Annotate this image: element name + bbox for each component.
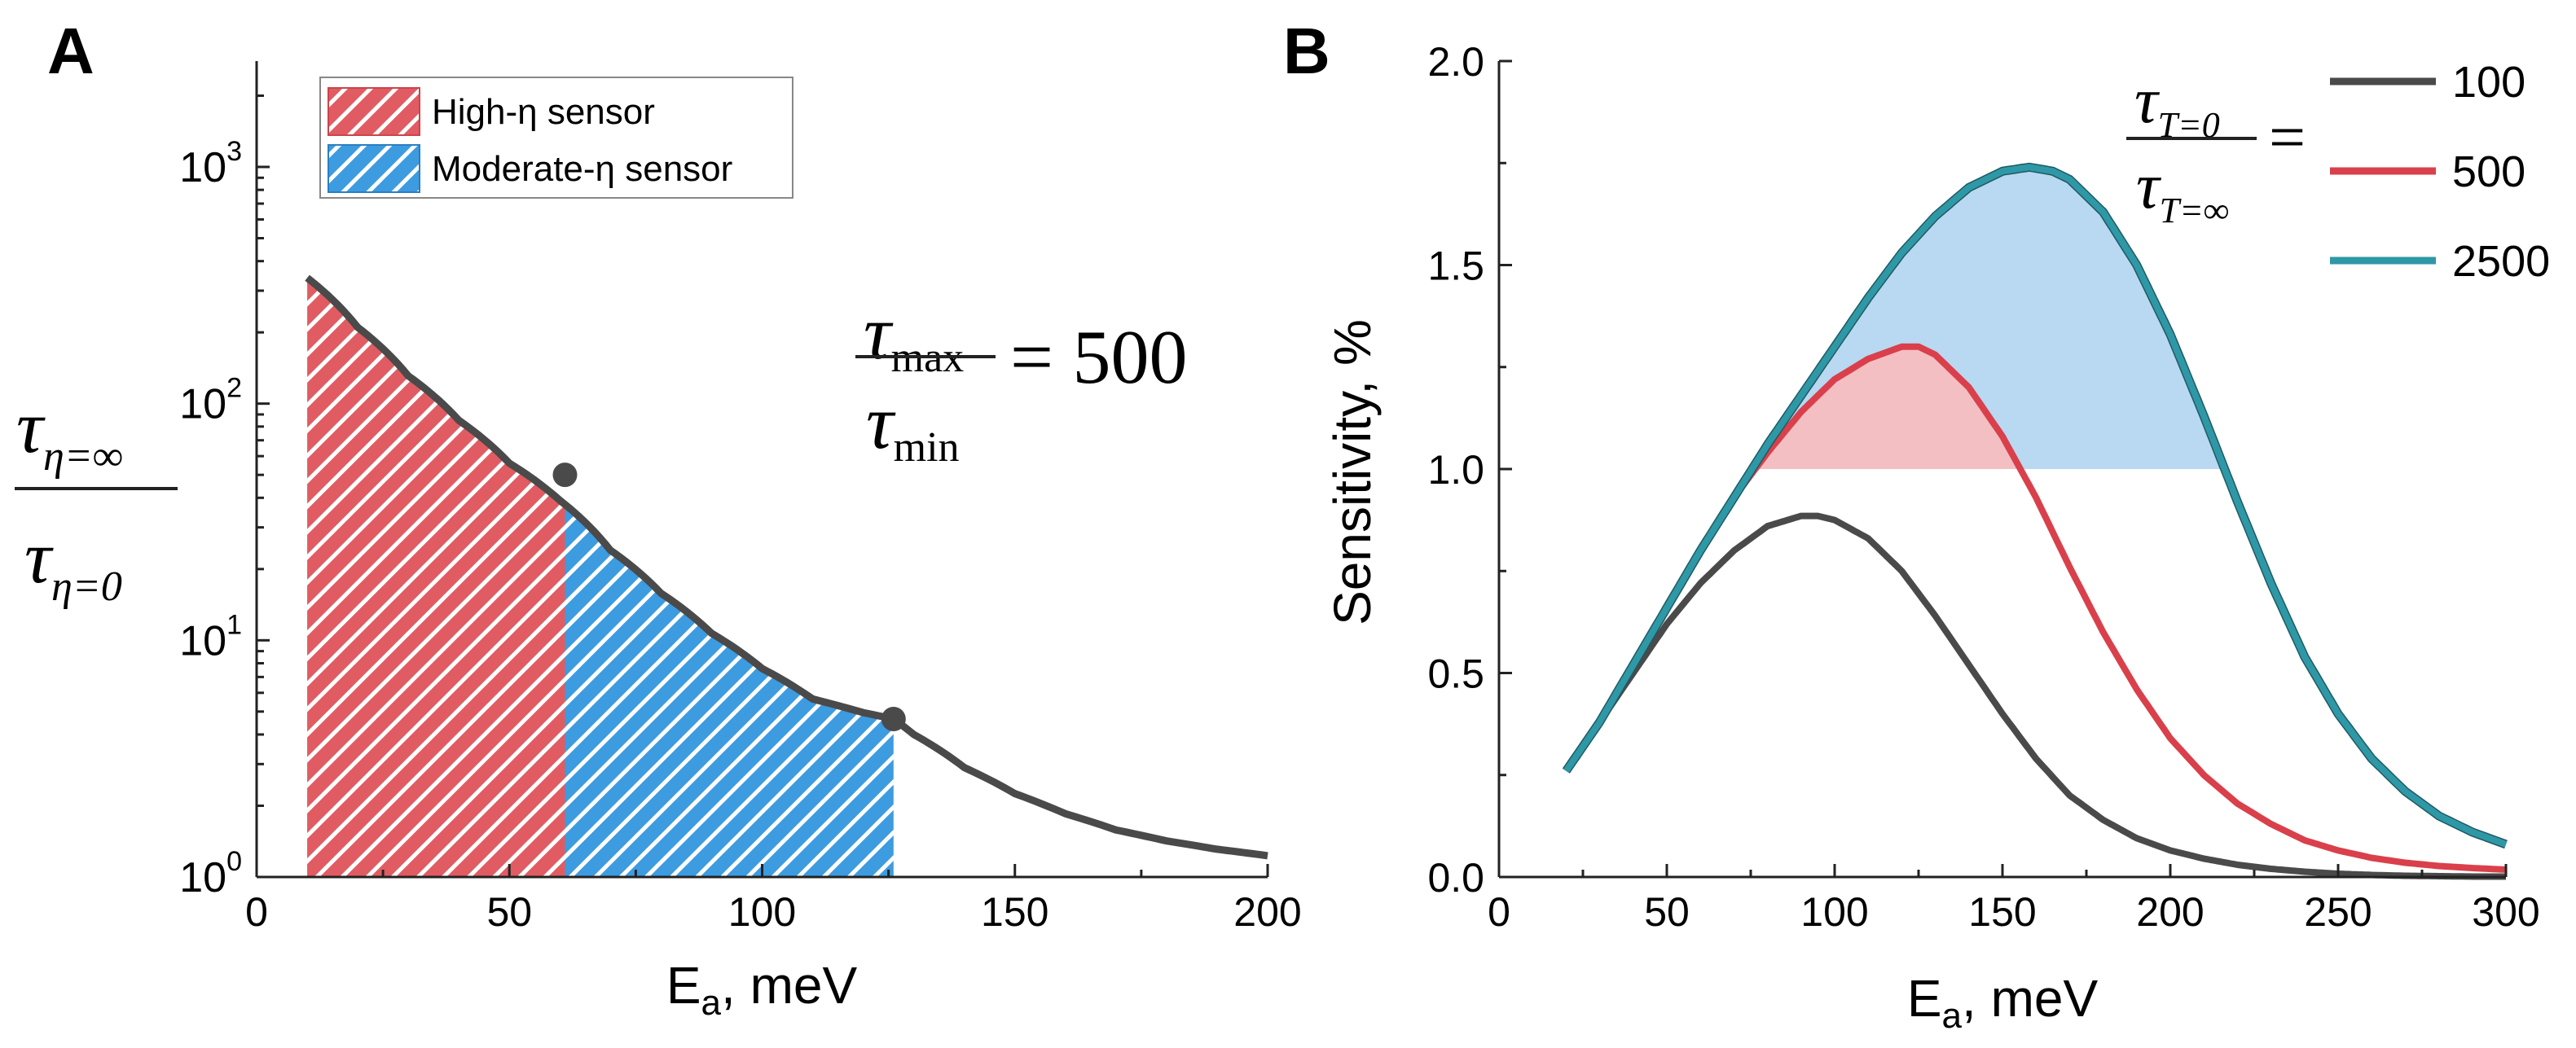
a-region-moderate: [565, 504, 894, 877]
svg-text:= 500: = 500: [1010, 315, 1188, 400]
b-legend-label-100: 100: [2452, 58, 2525, 107]
a-x-axis-label: Ea, meV: [666, 956, 858, 1023]
b-y-tick-label: 0.5: [1427, 651, 1484, 697]
b-x-tick-label: 150: [1968, 889, 2036, 935]
panel-a: A 0 50 100 150 200 100 101 102 103 Ea, meV τη=∞…: [15, 15, 1302, 1023]
a-x-tick-label: 100: [728, 889, 796, 935]
b-y-axis-label: Sensitivity, %: [1323, 319, 1382, 625]
b-series-2500: [1563, 164, 2508, 848]
panel-label-a: A: [47, 15, 95, 87]
a-legend-label-high: High-η sensor: [432, 92, 655, 132]
a-ratio-annotation: τmax τmin = 500: [855, 291, 1188, 471]
b-x-axis-label: Ea, meV: [1907, 969, 2099, 1036]
svg-text:=: =: [2269, 102, 2306, 173]
svg-text:τT=0: τT=0: [2134, 65, 2220, 145]
b-y-ticks: 0.0 0.5 1.0 1.5 2.0: [1427, 39, 1512, 901]
svg-text:τmax: τmax: [864, 291, 964, 381]
b-shade-500: [1756, 346, 2020, 469]
b-x-tick-label: 100: [1800, 889, 1868, 935]
svg-text:τmin: τmin: [866, 380, 960, 471]
b-x-tick-label: 0: [1488, 889, 1510, 935]
a-curve-group: [305, 274, 1268, 860]
b-y-tick-label: 0.0: [1427, 855, 1484, 901]
panel-label-b: B: [1283, 15, 1330, 87]
a-y-tick-label: 102: [179, 373, 242, 428]
b-shaded-areas: [1752, 167, 2224, 470]
svg-text:τT=∞: τT=∞: [2136, 151, 2229, 230]
panel-b: B 0 50 100 150 200 250 300 0.0 0.5 1.0 1.5 2.0 Ea,…: [1283, 15, 2550, 1036]
a-legend-label-moderate: Moderate-η sensor: [432, 149, 732, 189]
b-legend-title: τT=0 τT=∞ =: [2126, 65, 2306, 230]
b-x-tick-label: 300: [2472, 889, 2539, 935]
a-marker-1: [552, 463, 578, 488]
a-region-high: [307, 278, 565, 877]
a-x-tick-label: 200: [1233, 889, 1301, 935]
b-x-tick-label: 200: [2136, 889, 2204, 935]
a-legend-swatch-high: [327, 87, 420, 136]
b-legend-label-500: 500: [2452, 147, 2525, 196]
b-y-tick-label: 1.0: [1427, 447, 1484, 493]
a-curve: [305, 274, 1268, 860]
b-y-tick-label: 1.5: [1427, 243, 1484, 289]
a-y-tick-label: 100: [179, 846, 242, 901]
a-y-tick-label: 101: [179, 609, 242, 664]
b-x-tick-label: 250: [2304, 889, 2372, 935]
b-legend: 100 500 2500: [2330, 58, 2550, 286]
svg-text:τη=0: τη=0: [24, 515, 122, 610]
a-x-tick-label: 150: [981, 889, 1048, 935]
b-y-tick-label: 2.0: [1427, 39, 1484, 85]
a-x-ticks: 0 50 100 150 200: [245, 864, 1302, 935]
b-x-tick-label: 50: [1644, 889, 1690, 935]
a-marker-2: [881, 706, 906, 731]
svg-text:τη=∞: τη=∞: [16, 385, 123, 480]
a-x-tick-label: 0: [245, 889, 268, 935]
b-series-lines: [1562, 162, 2508, 880]
a-legend: High-η sensor Moderate-η sensor: [319, 77, 793, 199]
a-y-ticks: 100 101 102 103: [179, 94, 270, 901]
b-series-100: [1563, 512, 2506, 880]
a-legend-swatch-moderate: [327, 144, 420, 193]
a-y-axis-label: τη=∞ τη=0: [15, 385, 178, 610]
a-x-tick-label: 50: [486, 889, 532, 935]
a-y-tick-label: 103: [179, 136, 242, 191]
b-legend-label-2500: 2500: [2452, 237, 2550, 286]
b-x-ticks: 0 50 100 150 200 250 300: [1488, 864, 2540, 935]
a-shaded-regions: [307, 278, 894, 877]
